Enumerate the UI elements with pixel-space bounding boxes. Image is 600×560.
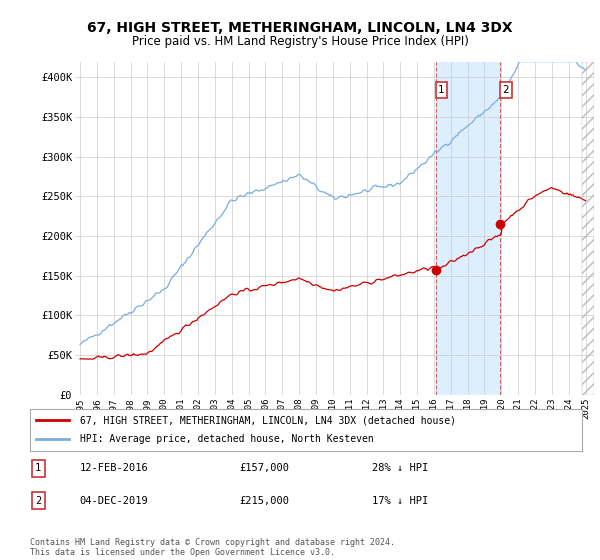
Text: Price paid vs. HM Land Registry's House Price Index (HPI): Price paid vs. HM Land Registry's House … bbox=[131, 35, 469, 48]
Text: 67, HIGH STREET, METHERINGHAM, LINCOLN, LN4 3DX: 67, HIGH STREET, METHERINGHAM, LINCOLN, … bbox=[87, 21, 513, 35]
Text: 2: 2 bbox=[35, 496, 41, 506]
Text: 04-DEC-2019: 04-DEC-2019 bbox=[80, 496, 148, 506]
Text: £215,000: £215,000 bbox=[240, 496, 290, 506]
Text: 28% ↓ HPI: 28% ↓ HPI bbox=[372, 464, 428, 473]
Text: 12-FEB-2016: 12-FEB-2016 bbox=[80, 464, 148, 473]
Text: HPI: Average price, detached house, North Kesteven: HPI: Average price, detached house, Nort… bbox=[80, 435, 373, 445]
Text: 67, HIGH STREET, METHERINGHAM, LINCOLN, LN4 3DX (detached house): 67, HIGH STREET, METHERINGHAM, LINCOLN, … bbox=[80, 415, 455, 425]
Text: 17% ↓ HPI: 17% ↓ HPI bbox=[372, 496, 428, 506]
Bar bbox=[436, 62, 500, 395]
Text: 2: 2 bbox=[503, 85, 509, 95]
Text: £157,000: £157,000 bbox=[240, 464, 290, 473]
Text: Contains HM Land Registry data © Crown copyright and database right 2024.
This d: Contains HM Land Registry data © Crown c… bbox=[30, 538, 395, 557]
Text: 1: 1 bbox=[35, 464, 41, 473]
Text: 1: 1 bbox=[438, 85, 445, 95]
